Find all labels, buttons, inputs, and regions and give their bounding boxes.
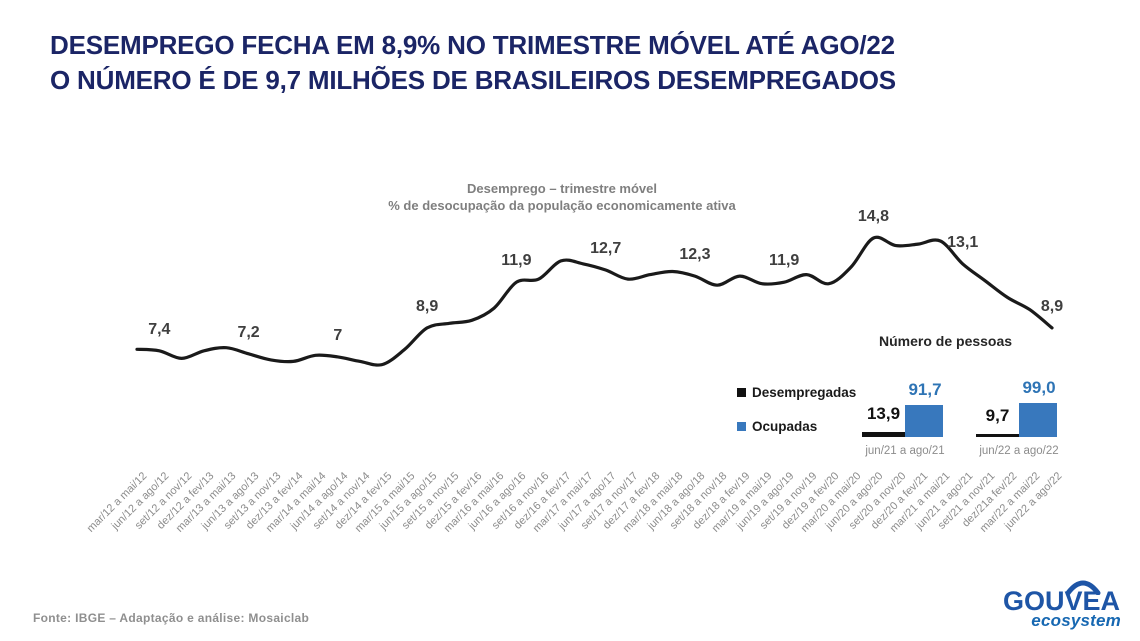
data-label: 7,2 <box>237 323 260 341</box>
desempregadas-swatch-icon <box>737 387 746 397</box>
data-label: 11,9 <box>501 252 532 270</box>
logo-subname: ecosystem <box>1031 611 1121 630</box>
ocupadas-swatch-icon <box>737 421 746 431</box>
legend-label-ocupadas: Ocupadas <box>752 418 818 434</box>
ocupadas-bar <box>905 405 943 437</box>
ocupadas-value-label: 91,7 <box>908 380 942 400</box>
data-label: 12,7 <box>590 240 622 257</box>
data-label: 12,3 <box>679 246 711 264</box>
bar-group-caption: jun/22 a ago/22 <box>979 445 1059 457</box>
logo-wordmark: GOUVEA <box>1003 586 1121 616</box>
legend-label-desempregadas: Desempregadas <box>752 384 857 400</box>
bar-group-jun21-ago21: 13,9 91,7 jun/21 a ago/21 <box>862 372 947 457</box>
logo-arc-icon <box>1065 580 1101 600</box>
gouvea-ecosystem-logo: GOUVEA ecosystem <box>1003 580 1121 631</box>
ocupadas-value-label: 99,0 <box>1022 377 1056 397</box>
data-label: 8,9 <box>415 297 439 315</box>
data-label: 7 <box>333 326 343 344</box>
people-chart-title: Número de pessoas <box>879 333 1013 349</box>
desempregadas-value-label: 13,9 <box>866 404 901 424</box>
chart-title: Desemprego – trimestre móvel <box>466 181 658 196</box>
legend: Desempregadas Ocupadas <box>737 382 856 450</box>
bar-group-jun22-ago22: 9,7 99,0 jun/22 a ago/22 <box>976 372 1061 457</box>
data-label: 8,9 <box>1040 297 1064 315</box>
chart-subtitle: % de desocupação da população economicam… <box>388 198 736 213</box>
unemployment-line <box>135 235 1054 367</box>
legend-item-ocupadas: Ocupadas <box>737 416 856 436</box>
desempregadas-bar <box>862 432 905 437</box>
page-title-line2: O NÚMERO É DE 9,7 MILHÕES DE BRASILEIROS… <box>50 65 896 95</box>
page-title-line1: DESEMPREGO FECHA EM 8,9% NO TRIMESTRE MÓ… <box>50 30 895 60</box>
data-label: 11,9 <box>769 252 800 270</box>
source-note: Fonte: IBGE – Adaptação e análise: Mosai… <box>33 611 310 625</box>
data-label: 14,8 <box>857 208 890 225</box>
ocupadas-bar <box>1019 402 1057 437</box>
page-title: DESEMPREGO FECHA EM 8,9% NO TRIMESTRE MÓ… <box>50 28 896 98</box>
data-label: 13,1 <box>947 233 979 251</box>
desempregadas-value-label: 9,7 <box>985 405 1010 425</box>
bar-group-caption: jun/21 a ago/21 <box>865 445 945 457</box>
legend-item-desempregadas: Desempregadas <box>737 382 856 402</box>
data-label: 7,4 <box>148 320 171 338</box>
desempregadas-bar <box>976 433 1019 437</box>
